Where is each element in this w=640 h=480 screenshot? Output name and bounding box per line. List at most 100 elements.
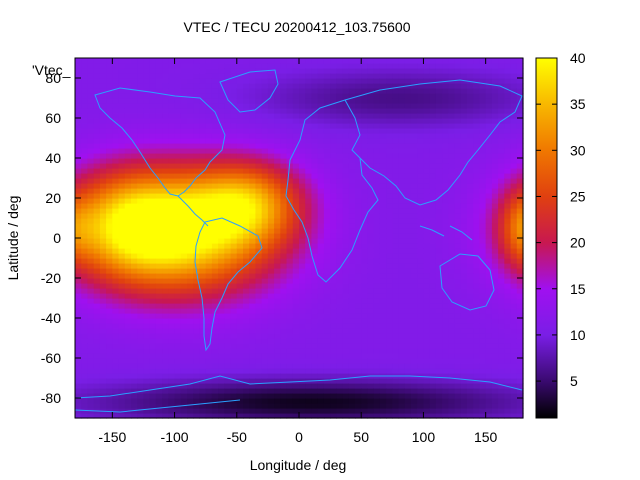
- heatmap-cell: [417, 183, 425, 189]
- heatmap-cell: [292, 313, 300, 319]
- heatmap-cell: [423, 303, 431, 309]
- heatmap-cell: [491, 133, 499, 139]
- heatmap-cell: [118, 183, 126, 189]
- heatmap-cell: [491, 63, 499, 69]
- heatmap-cell: [155, 398, 163, 404]
- heatmap-cell: [311, 233, 319, 239]
- heatmap-cell: [467, 238, 474, 244]
- heatmap-cell: [137, 328, 145, 334]
- heatmap-cell: [87, 383, 95, 389]
- heatmap-cell: [442, 318, 449, 324]
- heatmap-cell: [118, 163, 126, 169]
- heatmap-cell: [243, 383, 250, 389]
- heatmap-cell: [305, 108, 313, 114]
- heatmap-cell: [131, 83, 138, 89]
- heatmap-cell: [479, 73, 487, 79]
- heatmap-cell: [498, 123, 505, 129]
- heatmap-cell: [286, 308, 294, 314]
- heatmap-cell: [87, 403, 95, 409]
- heatmap-cell: [379, 178, 387, 184]
- heatmap-cell: [199, 158, 207, 164]
- heatmap-cell: [479, 163, 487, 169]
- heatmap-cell: [137, 158, 145, 164]
- heatmap-cell: [330, 248, 337, 254]
- heatmap-cell: [367, 363, 375, 369]
- heatmap-cell: [87, 218, 95, 224]
- heatmap-cell: [143, 408, 151, 414]
- heatmap-cell: [379, 343, 387, 349]
- heatmap-cell: [118, 208, 126, 214]
- heatmap-cell: [411, 243, 418, 249]
- heatmap-cell: [261, 233, 269, 239]
- heatmap-cell: [218, 308, 225, 314]
- heatmap-cell: [81, 313, 89, 319]
- heatmap-cell: [106, 253, 113, 259]
- heatmap-cell: [323, 323, 331, 329]
- heatmap-cell: [292, 283, 300, 289]
- heatmap-cell: [243, 203, 250, 209]
- heatmap-cell: [498, 153, 505, 159]
- heatmap-cell: [118, 398, 126, 404]
- heatmap-cell: [367, 368, 375, 374]
- heatmap-cell: [348, 128, 356, 134]
- heatmap-cell: [404, 203, 412, 209]
- heatmap-cell: [124, 363, 132, 369]
- heatmap-cell: [292, 198, 300, 204]
- heatmap-cell: [230, 118, 238, 124]
- heatmap-cell: [404, 393, 412, 399]
- heatmap-cell: [336, 348, 344, 354]
- heatmap-cell: [342, 203, 350, 209]
- heatmap-cell: [155, 128, 163, 134]
- heatmap-cell: [75, 278, 82, 284]
- heatmap-cell: [155, 368, 163, 374]
- heatmap-cell: [479, 203, 487, 209]
- heatmap-cell: [143, 243, 151, 249]
- heatmap-cell: [404, 98, 412, 104]
- heatmap-cell: [180, 163, 188, 169]
- heatmap-cell: [355, 193, 362, 199]
- heatmap-cell: [491, 178, 499, 184]
- heatmap-cell: [467, 338, 474, 344]
- heatmap-cell: [243, 278, 250, 284]
- heatmap-cell: [93, 133, 101, 139]
- heatmap-cell: [180, 78, 188, 84]
- heatmap-cell: [81, 178, 89, 184]
- heatmap-cell: [417, 358, 425, 364]
- heatmap-cell: [491, 388, 499, 394]
- heatmap-cell: [423, 308, 431, 314]
- heatmap-cell: [342, 303, 350, 309]
- heatmap-cell: [118, 253, 126, 259]
- heatmap-cell: [305, 323, 313, 329]
- heatmap-cell: [143, 263, 151, 269]
- heatmap-cell: [93, 228, 101, 234]
- heatmap-cell: [473, 343, 481, 349]
- heatmap-cell: [143, 383, 151, 389]
- heatmap-cell: [131, 373, 138, 379]
- heatmap-cell: [106, 323, 113, 329]
- heatmap-cell: [467, 388, 474, 394]
- heatmap-cell: [467, 413, 474, 419]
- heatmap-cell: [280, 118, 288, 124]
- heatmap-cell: [417, 388, 425, 394]
- heatmap-cell: [199, 413, 207, 419]
- heatmap-cell: [118, 293, 126, 299]
- heatmap-cell: [280, 133, 288, 139]
- heatmap-cell: [149, 108, 157, 114]
- heatmap-cell: [286, 138, 294, 144]
- heatmap-cell: [398, 93, 406, 99]
- heatmap-cell: [423, 213, 431, 219]
- heatmap-cell: [348, 343, 356, 349]
- heatmap-cell: [286, 218, 294, 224]
- heatmap-cell: [498, 298, 505, 304]
- heatmap-cell: [286, 253, 294, 259]
- heatmap-cell: [81, 413, 89, 419]
- heatmap-cell: [193, 123, 201, 129]
- heatmap-cell: [348, 363, 356, 369]
- heatmap-cell: [162, 258, 169, 264]
- heatmap-cell: [137, 193, 145, 199]
- heatmap-cell: [473, 198, 481, 204]
- heatmap-cell: [224, 123, 232, 129]
- heatmap-cell: [498, 68, 505, 74]
- heatmap-cell: [330, 323, 337, 329]
- heatmap-cell: [361, 213, 369, 219]
